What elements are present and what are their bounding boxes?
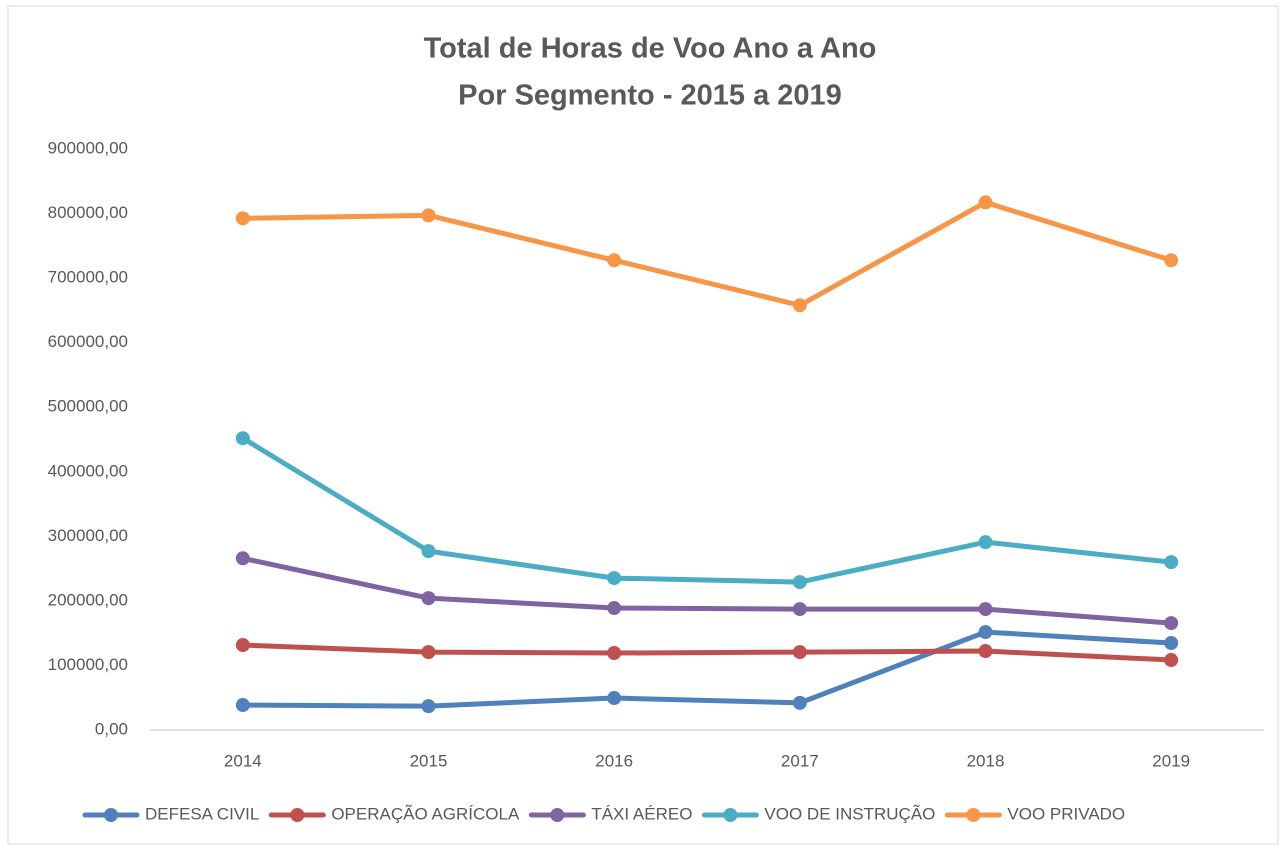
legend-label: DEFESA CIVIL [145,804,259,823]
marker [1164,653,1179,668]
marker [978,602,993,617]
marker [792,298,807,313]
marker [607,253,622,268]
marker [607,571,622,586]
y-tick-label: 900000,00 [48,138,128,157]
x-tick-label: 2018 [967,751,1005,770]
marker [421,699,436,714]
legend-marker [723,808,738,822]
marker [235,431,250,446]
legend-label: OPERAÇÃO AGRÍCOLA [331,804,520,823]
series-line [240,435,1174,585]
legend-label: VOO DE INSTRUÇÃO [764,804,935,823]
legend-marker [966,808,981,822]
series-line [240,642,1174,663]
series-line [240,629,1174,709]
legend-marker [290,808,305,822]
x-tick-label: 2015 [410,751,448,770]
x-tick-label: 2014 [224,751,262,770]
marker [421,544,436,559]
marker [792,602,807,617]
legend-marker [104,808,118,822]
y-tick-label: 100000,00 [48,655,128,674]
chart-title: Total de Horas de Voo Ano a Ano [424,33,877,65]
marker [792,645,807,660]
x-tick-label: 2019 [1152,751,1190,770]
y-tick-label: 600000,00 [48,332,128,351]
marker [978,535,993,550]
chart-border [7,5,1279,845]
marker [607,601,622,616]
y-tick-label: 300000,00 [48,526,128,545]
series-line [240,555,1174,626]
marker [978,195,993,210]
marker [1164,555,1179,570]
marker [607,691,622,706]
marker [235,698,250,713]
marker [978,644,993,659]
marker [978,625,993,640]
marker [235,551,250,566]
y-tick-label: 500000,00 [48,397,128,416]
y-tick-label: 700000,00 [48,268,128,287]
y-tick-label: 200000,00 [48,590,128,609]
marker [792,695,807,710]
legend-label: VOO PRIVADO [1007,804,1125,823]
marker [1164,253,1179,268]
x-tick-label: 2017 [781,751,819,770]
marker [235,211,250,226]
marker [607,646,622,661]
marker [421,208,436,223]
marker [792,575,807,590]
series-line [240,199,1174,308]
x-tick-label: 2016 [595,751,633,770]
marker [1164,636,1179,651]
chart-title: Por Segmento - 2015 a 2019 [458,80,842,112]
marker [235,638,250,653]
marker [421,645,436,660]
y-tick-label: 0,00 [95,719,128,738]
marker [421,591,436,606]
y-tick-label: 400000,00 [48,461,128,480]
legend-marker [550,808,565,822]
legend-label: TÁXI AÉREO [591,804,692,823]
marker [1164,616,1179,631]
y-tick-label: 800000,00 [48,203,128,222]
